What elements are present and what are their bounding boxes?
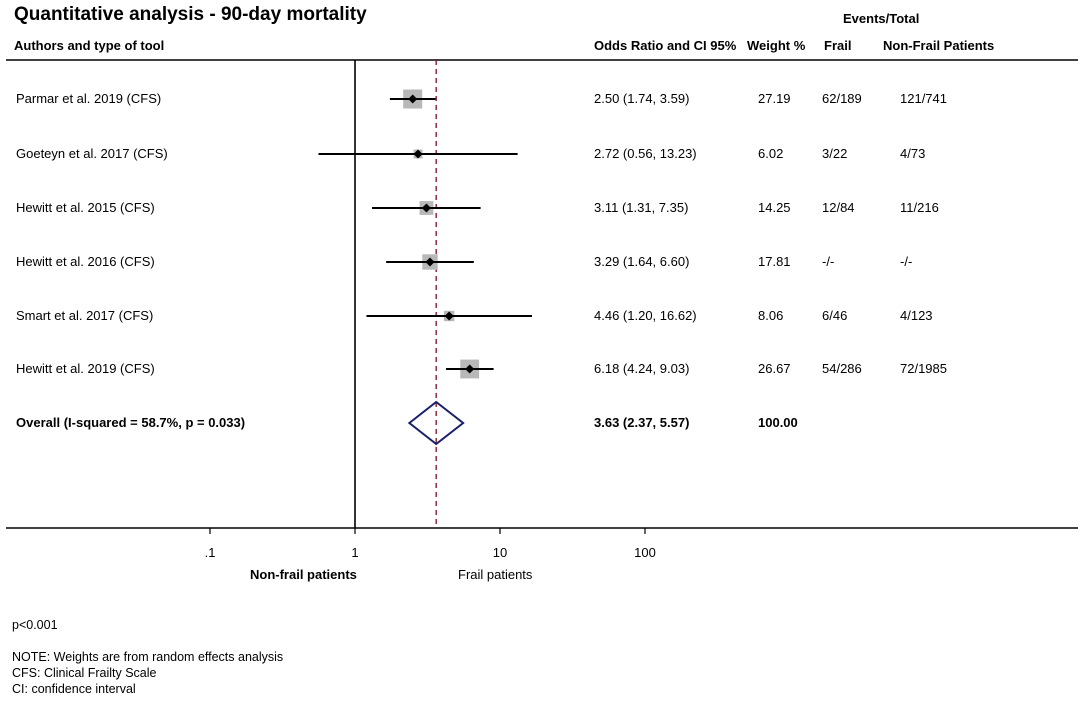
authors-header: Authors and type of tool [14, 38, 165, 53]
study-or-ci: 3.29 (1.64, 6.60) [594, 254, 690, 269]
study-or-ci: 4.46 (1.20, 16.62) [594, 308, 697, 323]
study-label: Hewitt et al. 2015 (CFS) [16, 200, 155, 215]
study-label: Goeteyn et al. 2017 (CFS) [16, 146, 168, 161]
events-total-header: Events/Total [843, 11, 920, 26]
study-nonfrail-events: 72/1985 [900, 361, 947, 376]
study-point-estimate [413, 149, 423, 159]
study-nonfrail-events: -/- [900, 254, 913, 269]
study-or-ci: 2.50 (1.74, 3.59) [594, 91, 690, 106]
study-nonfrail-events: 121/741 [900, 91, 947, 106]
x-tick-label: 10 [493, 545, 507, 560]
study-weight: 17.81 [758, 254, 791, 269]
x-tick-label: 1 [351, 545, 358, 560]
study-or-ci: 2.72 (0.56, 13.23) [594, 146, 697, 161]
study-frail-events: 6/46 [822, 308, 848, 323]
study-nonfrail-events: 4/123 [900, 308, 933, 323]
study-frail-events: 3/22 [822, 146, 848, 161]
study-point-estimate [408, 94, 418, 104]
study-nonfrail-events: 4/73 [900, 146, 926, 161]
study-frail-events: 62/189 [822, 91, 862, 106]
study-weight: 27.19 [758, 91, 791, 106]
study-weight: 14.25 [758, 200, 791, 215]
nonfrail-header: Non-Frail Patients [883, 38, 995, 53]
chart-title: Quantitative analysis - 90-day mortality [14, 4, 367, 25]
overall-or-ci: 3.63 (2.37, 5.57) [594, 415, 690, 430]
study-label: Parmar et al. 2019 (CFS) [16, 91, 162, 106]
frail-side-label: Frail patients [458, 567, 533, 582]
weights-note: NOTE: Weights are from random effects an… [12, 650, 284, 664]
study-weight: 6.02 [758, 146, 784, 161]
study-frail-events: 54/286 [822, 361, 862, 376]
study-or-ci: 3.11 (1.31, 7.35) [594, 200, 689, 215]
frail-header: Frail [824, 38, 852, 53]
nonfrail-side-label: Non-frail patients [250, 567, 357, 582]
study-point-estimate [421, 203, 431, 213]
study-nonfrail-events: 11/216 [900, 200, 939, 215]
overall-diamond [407, 400, 465, 446]
study-point-estimate [425, 257, 435, 267]
study-weight: 26.67 [758, 361, 791, 376]
study-frail-events: 12/84 [822, 200, 855, 215]
overall-weight: 100.00 [758, 415, 798, 430]
x-tick-label: 100 [634, 545, 656, 560]
ci-note: CI: confidence interval [12, 682, 136, 696]
overall-label: Overall (I-squared = 58.7%, p = 0.033) [16, 415, 246, 430]
study-label: Smart et al. 2017 (CFS) [16, 308, 154, 323]
study-frail-events: -/- [822, 254, 835, 269]
study-weight: 8.06 [758, 308, 784, 323]
study-label: Hewitt et al. 2016 (CFS) [16, 254, 155, 269]
study-label: Hewitt et al. 2019 (CFS) [16, 361, 155, 376]
study-point-estimate [465, 364, 475, 374]
or-ci-header: Odds Ratio and CI 95% [594, 38, 737, 53]
cfs-note: CFS: Clinical Frailty Scale [12, 666, 157, 680]
weight-header: Weight % [747, 38, 806, 53]
x-tick-label: .1 [205, 545, 216, 560]
study-or-ci: 6.18 (4.24, 9.03) [594, 361, 690, 376]
p-value-note: p<0.001 [12, 618, 58, 632]
study-point-estimate [444, 311, 454, 321]
